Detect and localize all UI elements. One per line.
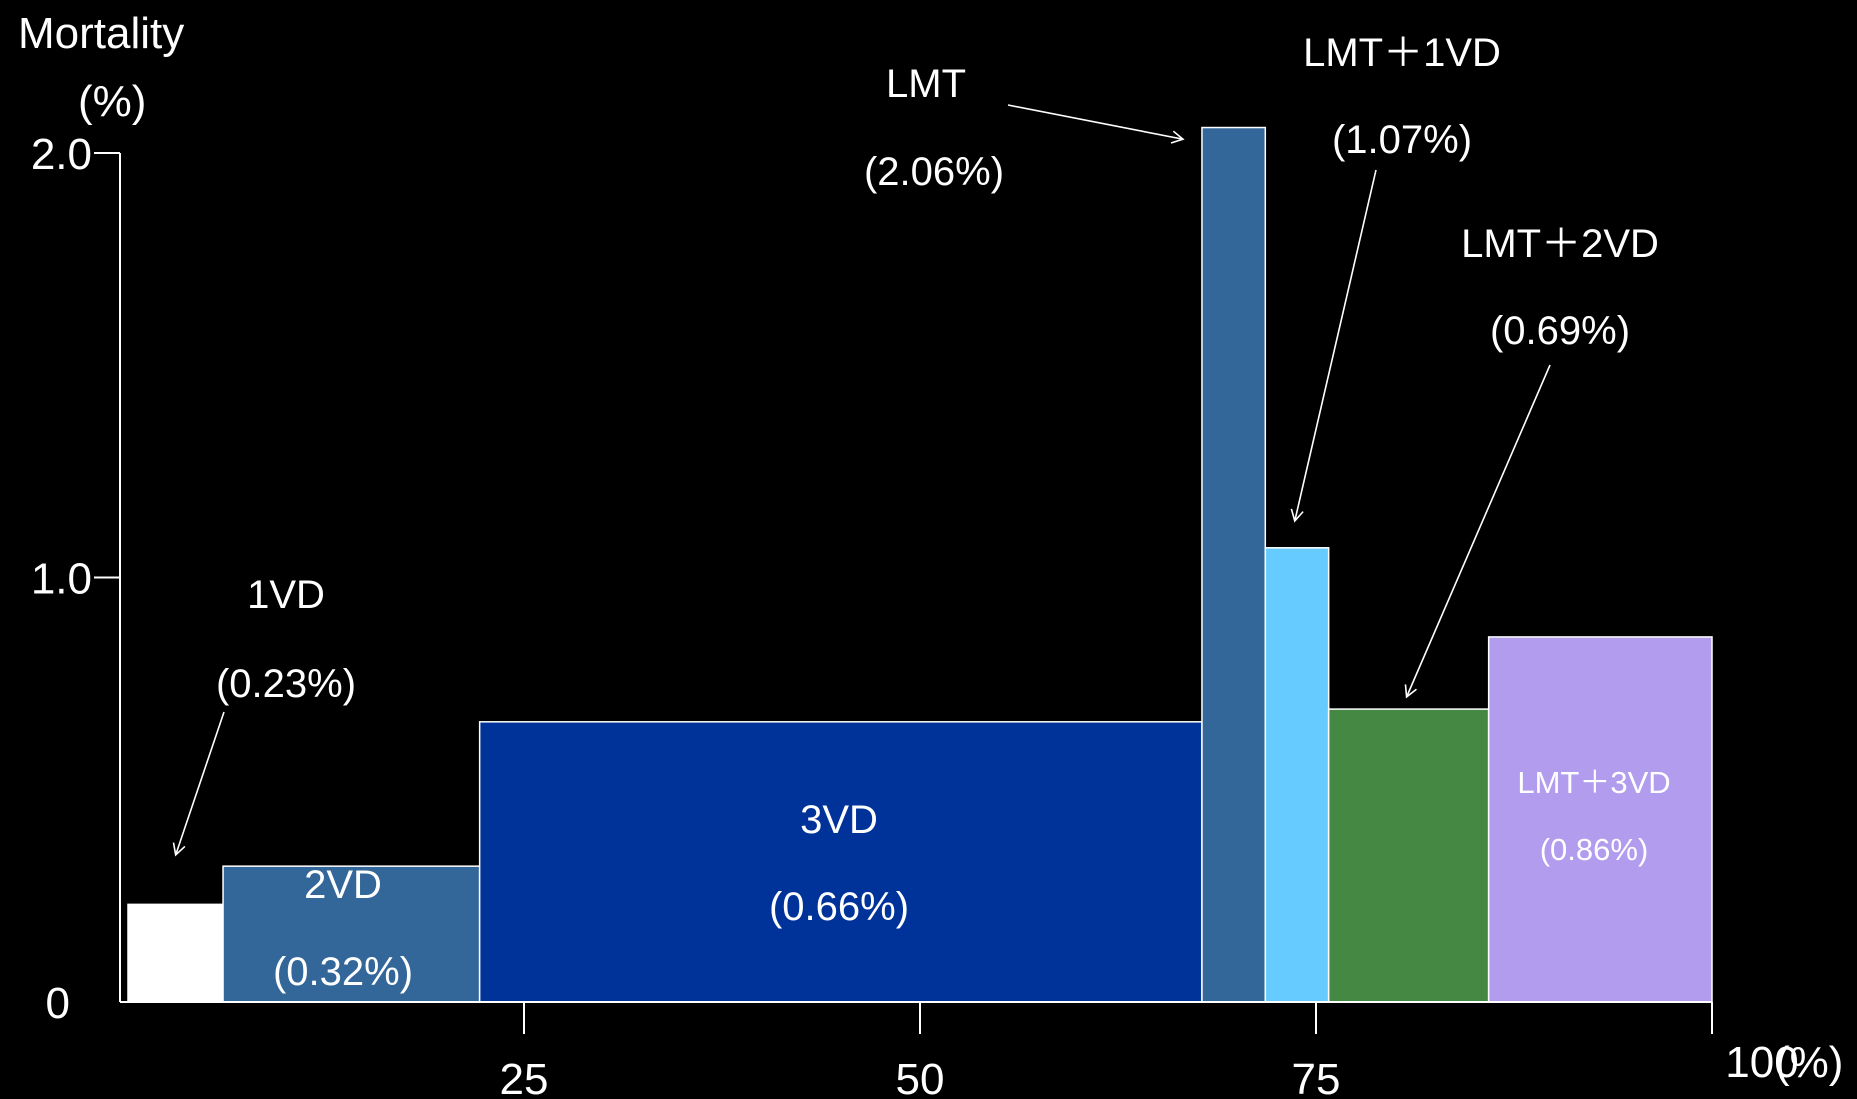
label-1vd-value: (0.23%) <box>216 662 356 706</box>
label-lmt2vd-value: (0.69%) <box>1490 309 1630 353</box>
label-lmt-value: (2.06%) <box>864 150 1004 194</box>
bar-lmt-3vd <box>1487 636 1713 1003</box>
y-tick-label-1.0: 1.0 <box>31 555 92 604</box>
label-lmt-name: LMT <box>886 62 966 106</box>
label-lmt2vd-name: LMT＋2VD <box>1461 222 1659 266</box>
arrow-lmt <box>1007 104 1185 144</box>
arrow-lmt2vd <box>1404 364 1551 699</box>
label-lmt1vd-name: LMT＋1VD <box>1303 31 1501 75</box>
label-3vd-name: 3VD <box>800 798 878 842</box>
bar-lmt-1vd <box>1264 547 1330 1003</box>
x-tick-label-50: 50 <box>896 1055 945 1099</box>
x-axis-unit-label: (%) <box>1775 1038 1843 1087</box>
arrow-lmt1vd <box>1290 169 1377 523</box>
bars-group <box>127 126 1713 1003</box>
bar-lmt <box>1201 126 1267 1003</box>
y-tick-label-0: 0 <box>46 979 70 1028</box>
label-3vd-value: (0.66%) <box>769 885 909 929</box>
y-tick-label-2.0: 2.0 <box>31 130 92 179</box>
label-2vd-name: 2VD <box>304 863 382 907</box>
annotations-group: 1VD (0.23%) 2VD (0.32%) 3VD (0.66%) LMT … <box>172 31 1671 994</box>
label-lmt1vd-value: (1.07%) <box>1332 118 1472 162</box>
x-tick-label-100: 100 <box>1725 1038 1798 1087</box>
y-axis-label-line2: (%) <box>78 77 146 126</box>
x-tick-label-75: 75 <box>1292 1055 1341 1099</box>
y-axis-label-line1: Mortality <box>18 9 184 58</box>
label-2vd-value: (0.32%) <box>273 950 413 994</box>
bar-2vd <box>222 865 481 1003</box>
bar-1vd <box>127 903 224 1003</box>
label-lmt3vd-name: LMT＋3VD <box>1517 765 1670 800</box>
arrow-1vd <box>172 711 225 857</box>
bar-lmt-2vd <box>1327 708 1490 1003</box>
label-1vd-name: 1VD <box>247 573 325 617</box>
bar-3vd <box>478 721 1203 1003</box>
x-tick-label-25: 25 <box>500 1055 549 1099</box>
ticks-group: 0 1.0 2.0 25 50 75 100 <box>31 130 1799 1099</box>
label-lmt3vd-value: (0.86%) <box>1540 832 1649 867</box>
